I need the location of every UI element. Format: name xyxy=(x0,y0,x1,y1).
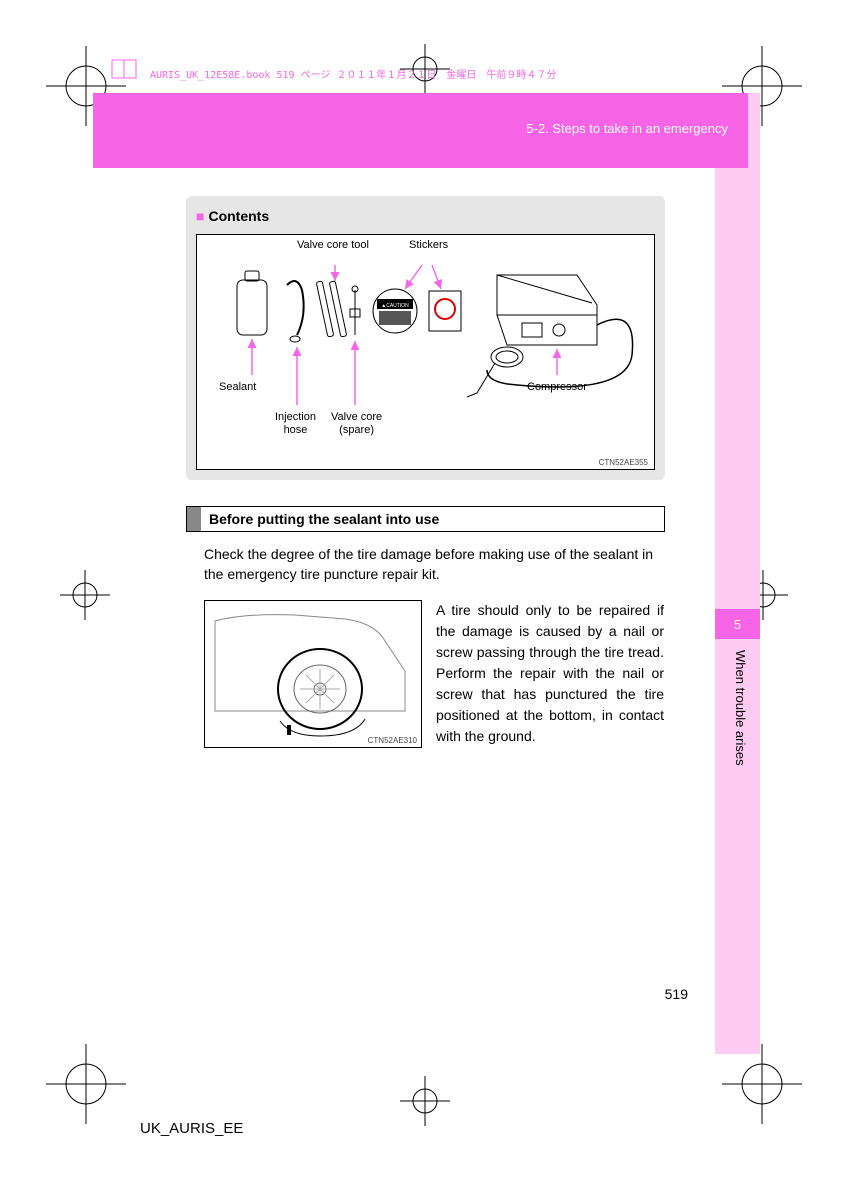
chapter-tab: 5 xyxy=(715,609,760,639)
meta-line: AURIS_UK_12E58E.book 519 ページ ２０１１年１月２１日 … xyxy=(150,66,556,81)
callout-arrows xyxy=(197,235,652,455)
contents-figure: ▲CAUTION xyxy=(196,234,655,470)
header-strip: 5-2. Steps to take in an emergency xyxy=(93,93,748,168)
page-number: 519 xyxy=(665,986,688,1002)
contents-title-text: Contents xyxy=(208,208,269,224)
crop-mark-book-icon xyxy=(110,58,140,82)
chapter-label: When trouble arises xyxy=(733,650,748,766)
contents-title: ■Contents xyxy=(196,208,655,224)
tire-illustration xyxy=(205,601,421,747)
section-tab-icon xyxy=(187,507,201,531)
crop-mark-ml xyxy=(60,570,110,620)
crop-mark-br xyxy=(722,1044,802,1124)
crop-mark-bl xyxy=(46,1044,126,1124)
intro-paragraph: Check the degree of the tire damage befo… xyxy=(204,544,664,585)
label-valve-core-spare: Valve core (spare) xyxy=(331,411,382,437)
footer-code: UK_AURIS_EE xyxy=(140,1120,243,1137)
tire-figure: CTN52AE310 xyxy=(204,600,422,748)
square-bullet-icon: ■ xyxy=(196,208,204,224)
figure-code-tire: CTN52AE310 xyxy=(368,736,417,745)
figure-code-top: CTN52AE355 xyxy=(599,458,648,467)
label-stickers: Stickers xyxy=(409,239,448,252)
right-paragraph: A tire should only to be repaired if the… xyxy=(436,600,664,747)
label-compressor: Compressor xyxy=(527,381,587,394)
contents-box: ■Contents ▲CAUTION xyxy=(186,196,665,480)
label-injection-hose: Injection hose xyxy=(275,411,316,437)
crop-mark-mb xyxy=(400,1076,450,1126)
section-header: 5-2. Steps to take in an emergency xyxy=(526,121,728,136)
side-strip xyxy=(715,93,760,1054)
label-valve-core-tool: Valve core tool xyxy=(297,239,369,252)
section-heading-bar: Before putting the sealant into use xyxy=(186,506,665,532)
section-heading: Before putting the sealant into use xyxy=(201,507,664,531)
label-sealant: Sealant xyxy=(219,381,256,394)
